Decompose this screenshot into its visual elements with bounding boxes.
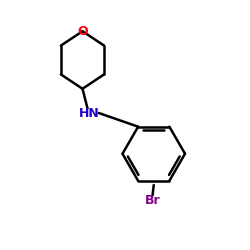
Text: Br: Br (145, 194, 160, 206)
Text: O: O (77, 25, 88, 38)
Text: HN: HN (78, 107, 99, 120)
